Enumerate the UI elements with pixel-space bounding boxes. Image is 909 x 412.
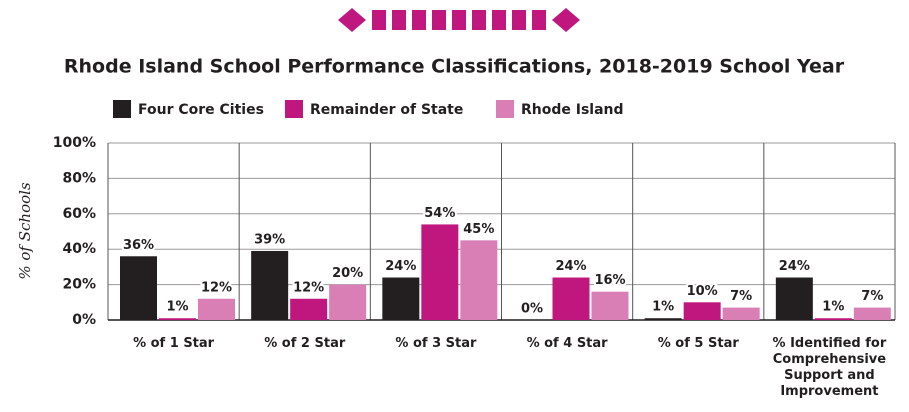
value-label: 7% [730,289,752,304]
x-tick-label: % of 2 Star [243,336,367,352]
x-tick-label: % Identified for Comprehensive Support a… [767,336,891,400]
value-label: 39% [254,232,285,247]
y-tick-label: 0% [72,312,96,328]
x-tick-label: % of 3 Star [374,336,498,352]
value-label: 24% [385,259,416,274]
bar [854,308,891,320]
bar [329,285,366,320]
x-tick-label: % of 5 Star [636,336,760,352]
value-label: 24% [555,259,586,274]
value-label: 1% [652,300,674,315]
bar [159,318,196,320]
value-label: 45% [463,222,494,237]
bar [198,299,235,320]
y-tick-label: 40% [62,241,96,257]
legend-label: Rhode Island [521,102,624,118]
bar [776,278,813,320]
bar [382,278,419,320]
value-label: 54% [424,206,455,221]
value-label: 10% [687,284,718,299]
y-tick-label: 100% [53,135,96,151]
bar [815,318,852,320]
value-label: 0% [521,302,543,317]
value-label: 36% [123,238,154,253]
legend-swatch [113,100,131,118]
bar [120,256,157,320]
header-decoration [338,8,580,32]
value-label: 12% [293,280,324,295]
bar [723,308,760,320]
chart-title: Rhode Island School Performance Classifi… [64,56,845,78]
legend-label: Four Core Cities [138,102,264,118]
y-tick-label: 80% [62,170,96,186]
bar [553,278,590,320]
y-tick-label: 20% [62,277,96,293]
page: Rhode Island School Performance Classifi… [0,0,909,412]
value-label: 7% [861,289,883,304]
x-tick-label: % of 1 Star [112,336,236,352]
value-label: 24% [779,259,810,274]
bar [421,224,458,320]
bar [645,318,682,320]
legend-swatch [285,100,303,118]
bar [290,299,327,320]
bar [684,302,721,320]
y-tick-label: 60% [62,206,96,222]
bar [592,292,629,320]
value-label: 16% [594,273,625,288]
value-label: 1% [822,300,844,315]
value-label: 20% [332,266,363,281]
bar [460,240,497,320]
value-label: 1% [166,300,188,315]
legend-label: Remainder of State [310,102,463,118]
y-axis-label: % of Schools [16,182,34,280]
x-tick-label: % of 4 Star [505,336,629,352]
bar [251,251,288,320]
value-label: 12% [201,280,232,295]
legend-swatch [496,100,514,118]
